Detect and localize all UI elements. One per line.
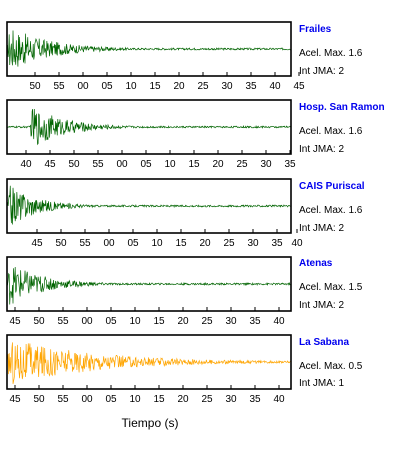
tick-label: 55 bbox=[92, 159, 104, 170]
station-name-hosp-san-ramon: Hosp. San Ramon bbox=[299, 102, 385, 113]
tick-label: 45 bbox=[293, 81, 305, 92]
panel-frame-4 bbox=[6, 334, 292, 390]
tick-label: 50 bbox=[33, 316, 45, 327]
tick-label: 40 bbox=[291, 238, 303, 249]
tick-label: 55 bbox=[57, 394, 69, 405]
tick-label: 30 bbox=[221, 81, 233, 92]
tick-label: 25 bbox=[223, 238, 235, 249]
station-name-atenas: Atenas bbox=[299, 258, 333, 269]
tick-label: 15 bbox=[175, 238, 187, 249]
panel-frame-2 bbox=[6, 178, 292, 234]
acel-max-la-sabana: Acel. Max. 0.5 bbox=[299, 361, 363, 372]
tick-label: 00 bbox=[77, 81, 89, 92]
tick-label: 10 bbox=[164, 159, 176, 170]
tick-label: 50 bbox=[33, 394, 45, 405]
tick-label: 50 bbox=[29, 81, 41, 92]
tick-label: 05 bbox=[140, 159, 152, 170]
tick-label: 10 bbox=[125, 81, 137, 92]
tick-label: 10 bbox=[151, 238, 163, 249]
tick-label: 45 bbox=[9, 316, 21, 327]
tick-label: 20 bbox=[177, 316, 189, 327]
tick-label: 15 bbox=[149, 81, 161, 92]
tick-label: 00 bbox=[103, 238, 115, 249]
tick-label: 30 bbox=[225, 316, 237, 327]
tick-label: 35 bbox=[249, 316, 261, 327]
tick-label: 40 bbox=[269, 81, 281, 92]
tick-label: 10 bbox=[129, 316, 141, 327]
x-axis-label: Tiempo (s) bbox=[121, 416, 179, 430]
jma-intensity-atenas: Int JMA: 2 bbox=[299, 300, 345, 311]
tick-label: 25 bbox=[201, 394, 213, 405]
panel-frame-3 bbox=[6, 256, 292, 312]
station-name-frailes: Frailes bbox=[299, 24, 332, 35]
tick-label: 45 bbox=[31, 238, 43, 249]
trace-1 bbox=[6, 109, 292, 146]
tick-label: 00 bbox=[116, 159, 128, 170]
tick-label: 35 bbox=[249, 394, 261, 405]
tick-label: 30 bbox=[260, 159, 272, 170]
tick-label: 15 bbox=[153, 394, 165, 405]
tick-label: 05 bbox=[101, 81, 113, 92]
tick-label: 25 bbox=[201, 316, 213, 327]
tick-label: 20 bbox=[199, 238, 211, 249]
jma-intensity-la-sabana: Int JMA: 1 bbox=[299, 378, 345, 389]
tick-label: 20 bbox=[212, 159, 224, 170]
tick-label: 40 bbox=[273, 316, 285, 327]
station-name-la-sabana: La Sabana bbox=[299, 337, 350, 348]
tick-label: 40 bbox=[273, 394, 285, 405]
acel-max-frailes: Acel. Max. 1.6 bbox=[299, 48, 363, 59]
tick-label: 40 bbox=[20, 159, 32, 170]
tick-label: 15 bbox=[153, 316, 165, 327]
station-name-cais-puriscal: CAIS Puriscal bbox=[299, 181, 365, 192]
tick-label: 50 bbox=[55, 238, 67, 249]
tick-label: 20 bbox=[173, 81, 185, 92]
tick-label: 30 bbox=[225, 394, 237, 405]
trace-0 bbox=[6, 30, 292, 67]
tick-label: 20 bbox=[177, 394, 189, 405]
tick-label: 45 bbox=[9, 394, 21, 405]
tick-label: 05 bbox=[105, 316, 117, 327]
tick-label: 50 bbox=[68, 159, 80, 170]
tick-label: 35 bbox=[245, 81, 257, 92]
tick-label: 55 bbox=[79, 238, 91, 249]
tick-label: 35 bbox=[271, 238, 283, 249]
trace-3 bbox=[6, 267, 292, 305]
tick-label: 05 bbox=[105, 394, 117, 405]
jma-intensity-cais-puriscal: Int JMA: 2 bbox=[299, 223, 345, 234]
tick-label: 15 bbox=[188, 159, 200, 170]
acel-max-cais-puriscal: Acel. Max. 1.6 bbox=[299, 205, 363, 216]
tick-label: 30 bbox=[247, 238, 259, 249]
panel-frame-0 bbox=[6, 21, 292, 77]
jma-intensity-hosp-san-ramon: Int JMA: 2 bbox=[299, 144, 345, 155]
tick-label: 45 bbox=[44, 159, 56, 170]
tick-label: 25 bbox=[236, 159, 248, 170]
trace-2 bbox=[6, 185, 292, 225]
acel-max-atenas: Acel. Max. 1.5 bbox=[299, 282, 363, 293]
tick-label: 00 bbox=[81, 394, 93, 405]
acel-max-hosp-san-ramon: Acel. Max. 1.6 bbox=[299, 126, 363, 137]
tick-label: 00 bbox=[81, 316, 93, 327]
tick-label: 35 bbox=[284, 159, 296, 170]
tick-label: 25 bbox=[197, 81, 209, 92]
tick-label: 10 bbox=[129, 394, 141, 405]
jma-intensity-frailes: Int JMA: 2 bbox=[299, 66, 345, 77]
tick-label: 05 bbox=[127, 238, 139, 249]
trace-4 bbox=[6, 342, 292, 384]
tick-label: 55 bbox=[57, 316, 69, 327]
tick-label: 55 bbox=[53, 81, 65, 92]
panel-frame-1 bbox=[6, 99, 292, 155]
